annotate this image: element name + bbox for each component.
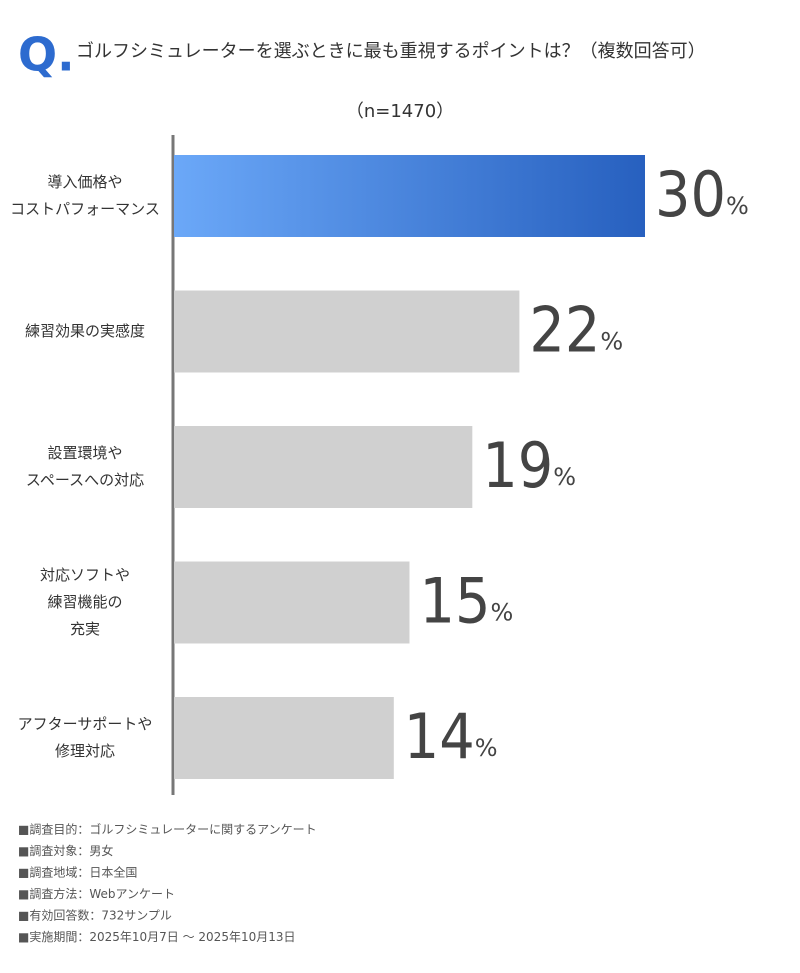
value-label: 22%: [529, 294, 623, 367]
value-label: 30%: [655, 158, 749, 231]
category-label: スペースへの対応: [26, 471, 144, 489]
question-mark: Q.: [18, 28, 75, 82]
chart-title: ゴルフシミュレーターを選ぶときに最も重視するポイントは？（複数回答可）: [76, 41, 706, 62]
category-label: 修理対応: [55, 742, 115, 760]
note: ■有効回答数：732サンプル: [18, 908, 172, 923]
category-label: 設置環境や: [47, 444, 122, 462]
category-label: 練習効果の実感度: [25, 322, 145, 340]
bar: [174, 697, 394, 779]
note: ■実施期間：2025年10月7日 ～ 2025年10月13日: [18, 929, 296, 944]
chart-subtitle: （n=1470）: [346, 101, 454, 122]
value-number: 22: [529, 294, 600, 367]
value-unit: %: [726, 192, 749, 220]
bar: [174, 561, 410, 644]
category-label: アフターサポートや: [18, 715, 153, 733]
value-number: 30: [655, 158, 726, 231]
category-label: 練習機能の: [47, 593, 122, 611]
value-label: 19%: [482, 429, 576, 502]
value-unit: %: [475, 734, 498, 762]
category-label: 導入価格や: [47, 173, 122, 191]
bar: [174, 155, 645, 237]
category-label: 対応ソフトや: [40, 566, 130, 584]
value-number: 15: [420, 565, 491, 638]
category-label: 充実: [70, 620, 100, 638]
value-label: 14%: [404, 700, 498, 773]
value-label: 15%: [420, 565, 514, 638]
bar: [174, 426, 473, 508]
value-unit: %: [600, 328, 623, 356]
note: ■調査対象：男女: [18, 843, 113, 858]
value-unit: %: [553, 463, 576, 491]
note: ■調査方法：Webアンケート: [18, 886, 175, 901]
bar: [174, 290, 520, 373]
note: ■調査目的：ゴルフシミュレーターに関するアンケート: [18, 822, 317, 837]
value-number: 14: [404, 700, 475, 773]
value-unit: %: [490, 599, 513, 627]
value-number: 19: [482, 429, 553, 502]
category-label: コストパフォーマンス: [10, 200, 160, 218]
note: ■調査地域：日本全国: [18, 865, 137, 880]
